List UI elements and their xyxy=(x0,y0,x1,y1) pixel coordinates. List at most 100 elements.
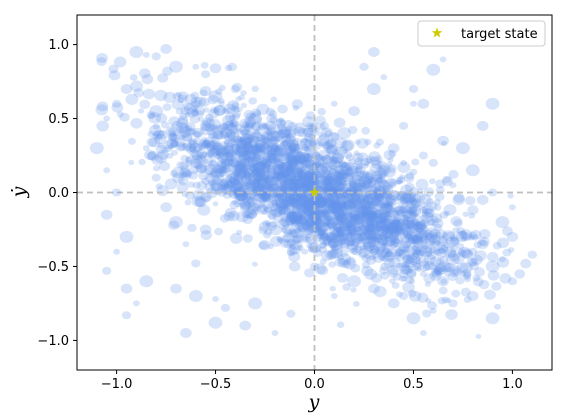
cloud-point xyxy=(193,160,203,170)
cloud-point xyxy=(278,152,286,158)
cloud-point xyxy=(359,245,367,251)
cloud-point xyxy=(440,245,449,253)
cloud-point xyxy=(285,211,298,223)
cloud-point xyxy=(392,225,405,236)
data-point xyxy=(437,276,449,287)
cloud-point xyxy=(410,206,418,213)
cloud-point xyxy=(294,147,303,154)
cloud-point xyxy=(242,128,250,135)
cloud-point xyxy=(384,222,398,234)
cloud-point xyxy=(280,180,290,189)
cloud-point xyxy=(396,209,405,217)
cloud-point xyxy=(280,152,291,162)
cloud-point xyxy=(303,209,310,215)
cloud-point xyxy=(384,226,391,232)
cloud-point xyxy=(155,144,166,154)
cloud-point xyxy=(365,216,375,226)
cloud-point xyxy=(302,182,311,190)
cloud-point xyxy=(318,246,328,254)
cloud-point xyxy=(330,240,343,251)
cloud-point xyxy=(266,126,276,135)
cloud-point xyxy=(239,125,250,135)
cloud-point xyxy=(212,144,226,156)
cloud-point xyxy=(324,176,335,185)
cloud-point xyxy=(133,88,144,98)
cloud-point xyxy=(385,203,393,210)
cloud-point xyxy=(402,281,415,293)
cloud-point xyxy=(297,204,309,216)
cloud-point xyxy=(362,162,369,169)
cloud-point xyxy=(229,182,243,194)
cloud-point xyxy=(217,97,225,104)
cloud-point xyxy=(250,132,263,143)
cloud-point xyxy=(411,218,421,227)
cloud-point xyxy=(301,185,308,191)
cloud-point xyxy=(304,183,312,190)
cloud-point xyxy=(280,206,292,216)
cloud-point xyxy=(269,145,282,157)
cloud-point xyxy=(302,144,311,152)
cloud-point xyxy=(406,217,415,225)
cloud-point xyxy=(235,164,249,175)
cloud-point xyxy=(379,201,388,209)
cloud-point xyxy=(379,266,389,275)
cloud-point xyxy=(322,204,329,210)
data-point xyxy=(288,261,301,272)
cloud-point xyxy=(299,192,307,200)
cloud-point xyxy=(403,205,412,213)
cloud-point xyxy=(313,219,325,230)
cloud-point xyxy=(221,159,231,168)
cloud-point xyxy=(329,226,342,237)
cloud-point xyxy=(197,116,204,122)
cloud-point xyxy=(340,234,349,242)
cloud-point xyxy=(366,210,379,222)
cloud-point xyxy=(172,172,185,184)
cloud-point xyxy=(288,186,301,197)
cloud-point xyxy=(231,104,239,111)
cloud-point xyxy=(388,227,400,238)
cloud-point xyxy=(233,198,244,208)
cloud-point xyxy=(327,203,339,213)
cloud-point xyxy=(334,257,346,268)
cloud-point xyxy=(305,180,314,188)
cloud-point xyxy=(283,178,296,190)
cloud-point xyxy=(365,255,377,265)
cloud-point xyxy=(266,165,277,174)
cloud-point xyxy=(280,169,292,179)
cloud-point xyxy=(421,207,429,214)
cloud-point xyxy=(304,200,316,211)
cloud-point xyxy=(274,194,282,201)
cloud-point xyxy=(297,196,311,208)
cloud-point xyxy=(401,240,412,249)
cloud-point xyxy=(316,221,330,233)
cloud-point xyxy=(259,158,273,169)
cloud-point xyxy=(234,147,247,158)
cloud-point xyxy=(357,229,367,238)
cloud-point xyxy=(381,225,389,232)
cloud-point xyxy=(236,169,247,179)
cloud-point xyxy=(234,172,244,182)
cloud-point xyxy=(238,151,249,161)
cloud-point xyxy=(383,218,395,229)
cloud-point xyxy=(217,155,224,161)
cloud-point xyxy=(452,227,460,234)
data-point xyxy=(437,135,449,146)
data-point xyxy=(112,188,122,197)
cloud-point xyxy=(297,173,306,182)
cloud-point xyxy=(342,195,351,203)
cloud-point xyxy=(314,196,328,208)
cloud-point xyxy=(275,174,283,180)
cloud-point xyxy=(287,155,301,167)
cloud-point xyxy=(184,159,194,168)
cloud-point xyxy=(394,218,405,228)
cloud-point xyxy=(381,239,389,246)
cloud-point xyxy=(296,215,307,224)
cloud-point xyxy=(236,150,244,157)
cloud-point xyxy=(346,180,357,190)
cloud-point xyxy=(448,170,459,179)
cloud-point xyxy=(260,192,272,202)
cloud-point xyxy=(387,268,399,278)
cloud-point xyxy=(302,158,315,169)
cloud-point xyxy=(201,142,208,148)
